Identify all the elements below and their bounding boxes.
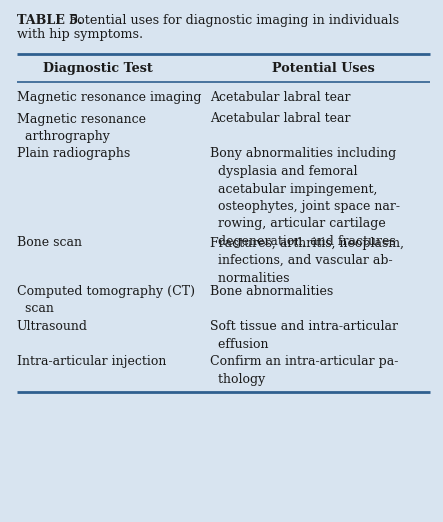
Text: Bony abnormalities including
  dysplasia and femoral
  acetabular impingement,
 : Bony abnormalities including dysplasia a…	[210, 148, 400, 248]
Text: Fractures, arthritis, neoplasm,
  infections, and vascular ab-
  normalities: Fractures, arthritis, neoplasm, infectio…	[210, 236, 404, 284]
Text: Confirm an intra-articular pa-
  thology: Confirm an intra-articular pa- thology	[210, 355, 399, 386]
Text: Diagnostic Test: Diagnostic Test	[43, 62, 152, 75]
Text: Intra-articular injection: Intra-articular injection	[17, 355, 166, 368]
Text: Potential uses for diagnostic imaging in individuals: Potential uses for diagnostic imaging in…	[69, 14, 399, 27]
Text: Soft tissue and intra-articular
  effusion: Soft tissue and intra-articular effusion	[210, 320, 398, 350]
Text: Ultrasound: Ultrasound	[17, 320, 88, 333]
Text: Plain radiographs: Plain radiographs	[17, 148, 130, 160]
Text: TABLE 5.: TABLE 5.	[17, 14, 82, 27]
Text: with hip symptoms.: with hip symptoms.	[17, 28, 143, 41]
Text: Bone scan: Bone scan	[17, 236, 82, 250]
Text: Potential Uses: Potential Uses	[272, 62, 375, 75]
Text: Computed tomography (CT)
  scan: Computed tomography (CT) scan	[17, 285, 195, 315]
Text: Bone abnormalities: Bone abnormalities	[210, 285, 334, 298]
Text: Magnetic resonance imaging: Magnetic resonance imaging	[17, 91, 201, 104]
Text: Magnetic resonance
  arthrography: Magnetic resonance arthrography	[17, 113, 146, 143]
Text: Acetabular labral tear: Acetabular labral tear	[210, 113, 351, 125]
Text: Acetabular labral tear: Acetabular labral tear	[210, 91, 351, 104]
